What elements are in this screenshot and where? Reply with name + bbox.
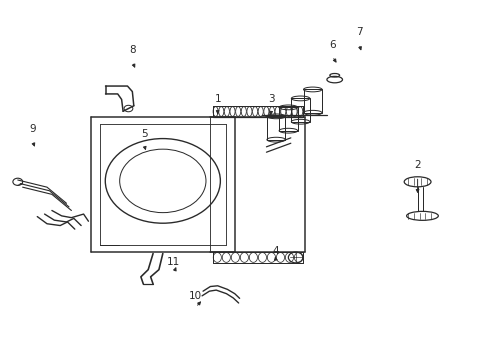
- Bar: [291, 98, 309, 122]
- Bar: [266, 116, 285, 140]
- Text: 11: 11: [167, 257, 180, 267]
- Text: 10: 10: [189, 291, 202, 301]
- Text: 5: 5: [141, 130, 147, 139]
- Text: 9: 9: [29, 124, 36, 134]
- Bar: [279, 107, 297, 131]
- Text: 6: 6: [328, 40, 335, 50]
- Text: 2: 2: [413, 160, 420, 170]
- Text: 7: 7: [355, 27, 362, 37]
- Text: 8: 8: [129, 45, 135, 55]
- Bar: [303, 89, 322, 113]
- Text: 3: 3: [267, 94, 274, 104]
- Text: 1: 1: [214, 94, 221, 104]
- Text: 4: 4: [272, 246, 279, 256]
